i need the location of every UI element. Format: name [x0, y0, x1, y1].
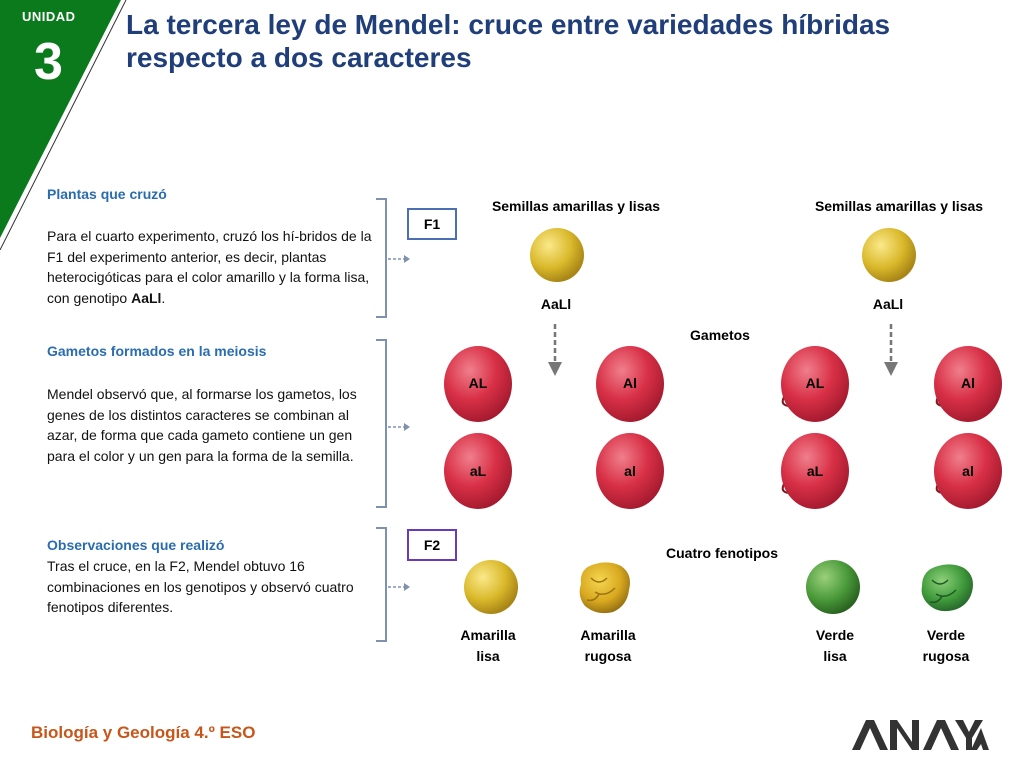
gametes-label: Gametos	[690, 327, 750, 343]
f1-box: F1	[407, 208, 457, 240]
phenotype-label: Verde rugosa	[904, 625, 988, 667]
plants-text-end: .	[161, 289, 166, 306]
genotype-bold: AaLl	[131, 289, 162, 306]
phenotype-label-line2: rugosa	[922, 648, 970, 664]
parent-seed-left	[530, 228, 584, 282]
gamete-label: al	[962, 463, 974, 479]
gamete-label: AL	[468, 375, 488, 391]
anaya-logo	[852, 720, 989, 750]
arrow-down-right	[884, 324, 898, 376]
phenotype-label-line1: Amarilla	[460, 627, 516, 643]
gamete-label: Al	[961, 375, 975, 391]
phenotypes-label: Cuatro fenotipos	[666, 545, 778, 561]
phenotype-label: Amarilla lisa	[448, 625, 528, 667]
footer-course: Biología y Geología 4.º ESO	[31, 723, 256, 742]
plants-text: Para el cuarto experimento, cruzó los hí…	[47, 228, 372, 306]
gamete-label: aL	[469, 463, 487, 479]
section-title-observations: Observaciones que realizó	[47, 537, 225, 553]
page-title: La tercera ley de Mendel: cruce entre va…	[126, 9, 891, 73]
gamete-label: al	[624, 463, 636, 479]
phenotype-label-line2: rugosa	[584, 648, 632, 664]
seed-yellow-wrinkled	[579, 562, 630, 614]
phenotype-label: Amarilla rugosa	[566, 625, 650, 667]
phenotype-label: Verde lisa	[795, 625, 875, 667]
f2-box: F2	[407, 529, 457, 561]
unit-badge	[0, 0, 127, 250]
seed-green-smooth	[806, 560, 860, 614]
section-title-gametes: Gametos formados en la meiosis	[47, 343, 267, 359]
phenotype-label-line2: lisa	[823, 648, 847, 664]
section-title-plants: Plantas que cruzó	[47, 186, 167, 202]
gamete-label: Al	[623, 375, 637, 391]
phenotype-label-line1: Verde	[926, 627, 966, 643]
section-text-observations: Tras el cruce, en la F2, Mendel obtuvo 1…	[47, 558, 354, 615]
parent-right-label: Semillas amarillas y lisas	[814, 198, 984, 214]
phenotype-label-line1: Amarilla	[580, 627, 636, 643]
genotype-left: AaLl	[540, 296, 572, 312]
section-text-plants: Para el cuarto experimento, cruzó los hí…	[47, 226, 377, 308]
section-text-gametes: Mendel observó que, al formarse los game…	[47, 386, 357, 464]
unit-number: 3	[34, 33, 63, 91]
arrow-down-left	[548, 324, 562, 376]
seed-green-wrinkled	[921, 564, 973, 612]
unit-label: UNIDAD	[22, 9, 76, 24]
gamete-label: aL	[806, 463, 824, 479]
parent-left-label: Semillas amarillas y lisas	[491, 198, 661, 214]
seed-yellow-smooth	[464, 560, 518, 614]
parent-seed-right	[862, 228, 916, 282]
genotype-right: AaLl	[872, 296, 904, 312]
phenotype-label-line1: Verde	[815, 627, 855, 643]
gamete-label: AL	[805, 375, 825, 391]
phenotype-label-line2: lisa	[476, 648, 500, 664]
brackets-arrows	[376, 198, 410, 642]
